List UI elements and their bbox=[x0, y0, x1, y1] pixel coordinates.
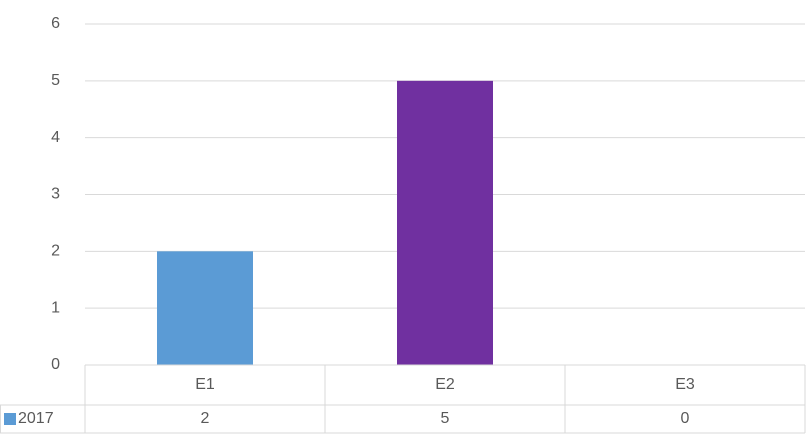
x-tick-label: E1 bbox=[195, 376, 215, 393]
x-tick-label: E2 bbox=[435, 376, 455, 393]
data-label: 2 bbox=[201, 410, 210, 427]
y-tick-label: 1 bbox=[51, 299, 60, 316]
legend-label: 2017 bbox=[18, 410, 54, 427]
y-tick-label: 6 bbox=[51, 15, 60, 32]
y-tick-label: 4 bbox=[51, 129, 60, 146]
y-tick-label: 2 bbox=[51, 243, 60, 260]
y-tick-label: 5 bbox=[51, 72, 60, 89]
y-tick-label: 0 bbox=[51, 356, 60, 373]
bar bbox=[397, 80, 493, 365]
bar bbox=[157, 251, 253, 365]
x-tick-label: E3 bbox=[675, 376, 695, 393]
legend-key bbox=[4, 413, 16, 425]
y-tick-label: 3 bbox=[51, 186, 60, 203]
data-label: 5 bbox=[441, 410, 450, 427]
data-label: 0 bbox=[681, 410, 690, 427]
